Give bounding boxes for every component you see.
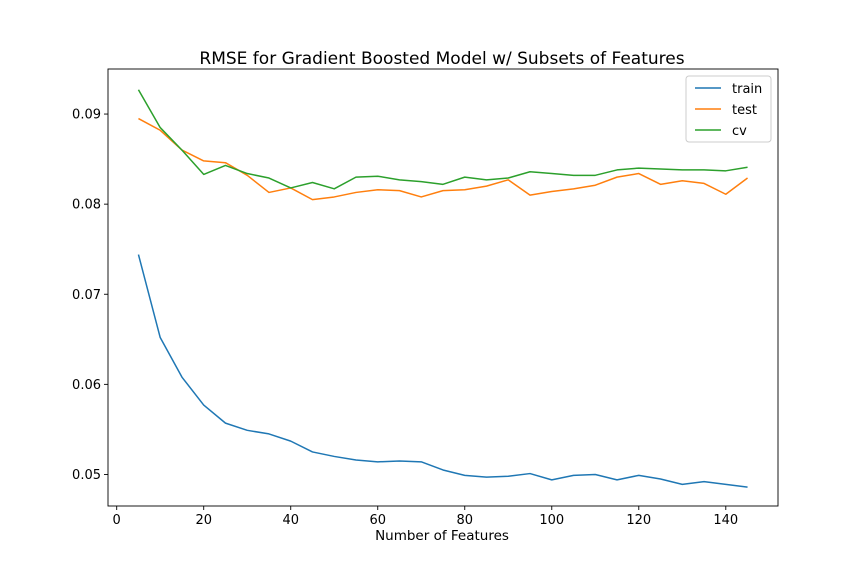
x-axis-label: Number of Features [375,528,509,544]
y-tick-label: 0.09 [72,108,101,123]
x-tick-label: 100 [539,513,564,528]
series-line-train [137,254,748,488]
axes-frame [107,68,779,507]
y-tick-label: 0.08 [72,198,101,213]
plot-area: 0 20 40 60 80 100 120 140 0.05 0.06 0.07 0.08 0.09 [72,68,779,528]
chart-title: RMSE for Gradient Boosted Model w/ Subse… [199,49,684,69]
y-tick-label: 0.07 [72,288,101,303]
x-tick-label: 40 [282,513,299,528]
x-tick-label: 60 [369,513,386,528]
x-tick-label: 0 [113,513,121,528]
legend-box [685,75,772,143]
legend-label-cv: cv [732,124,747,139]
y-tick-label: 0.06 [72,378,101,393]
x-tick-label: 140 [713,513,738,528]
x-tick-label: 20 [195,513,212,528]
legend: train test cv [685,75,772,143]
legend-label-train: train [732,82,762,97]
legend-label-test: test [732,103,757,118]
series-line-cv [137,89,748,190]
x-tick-label: 80 [456,513,473,528]
x-tick-label: 120 [626,513,651,528]
y-tick-label: 0.05 [72,468,101,483]
